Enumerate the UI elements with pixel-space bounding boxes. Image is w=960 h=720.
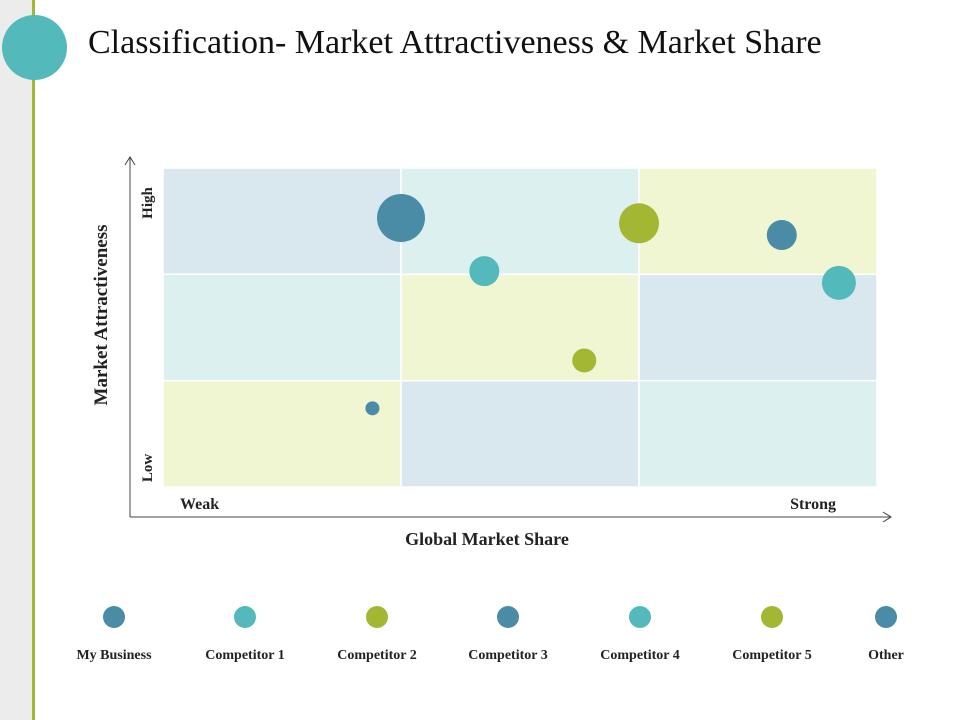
legend-item: Competitor 5 — [707, 600, 837, 664]
y-axis-label: Market Attractiveness — [91, 225, 112, 406]
grid-cell — [638, 167, 878, 276]
legend-label: Competitor 5 — [732, 648, 812, 663]
legend-label: Competitor 1 — [205, 648, 285, 663]
decorative-circle — [2, 15, 67, 80]
legend: My Business Competitor 1 Competitor 2 Compe… — [0, 600, 960, 680]
y-tick-label-high: High — [140, 187, 156, 219]
bubble-point — [766, 219, 797, 250]
grid-cell — [162, 379, 402, 488]
legend-item: My Business — [49, 600, 179, 664]
legend-dot-icon — [103, 606, 125, 628]
bubble-point — [469, 256, 500, 287]
legend-dot-icon — [761, 606, 783, 628]
legend-label: Competitor 4 — [600, 648, 680, 663]
grid-cell — [162, 167, 402, 276]
legend-dot-icon — [629, 606, 651, 628]
grid-cell — [400, 379, 640, 488]
y-tick-label-low: Low — [140, 454, 156, 483]
page-title: Classification- Market Attractiveness & … — [88, 24, 822, 61]
bubble-point — [821, 265, 856, 300]
bubble-matrix-chart: Weak Strong Low High Global Market Share… — [91, 156, 892, 549]
legend-dot-icon — [234, 606, 256, 628]
legend-dot-icon — [497, 606, 519, 628]
y-axis-arrow — [124, 156, 136, 166]
legend-label: My Business — [76, 648, 152, 663]
grid-cell — [400, 167, 640, 276]
legend-item: Competitor 1 — [180, 600, 310, 664]
grid-cell — [162, 273, 402, 382]
legend-dot-icon — [875, 606, 897, 628]
x-tick-label-weak: Weak — [180, 496, 219, 513]
side-accent-line — [32, 0, 35, 720]
bubble-point — [619, 203, 659, 244]
legend-label: Other — [868, 648, 904, 663]
grid-cell — [400, 273, 640, 382]
grid-cell — [638, 379, 878, 488]
side-panel — [0, 0, 32, 720]
legend-item: Competitor 3 — [443, 600, 573, 664]
legend-label: Competitor 3 — [468, 648, 548, 663]
legend-item: Competitor 2 — [312, 600, 442, 664]
x-axis-label: Global Market Share — [405, 529, 569, 549]
legend-item: Competitor 4 — [575, 600, 705, 664]
legend-item: Other — [821, 600, 951, 664]
bubble-point — [365, 401, 380, 416]
legend-label: Competitor 2 — [337, 648, 417, 663]
bubble-point — [572, 348, 597, 373]
x-axis-arrow — [882, 511, 892, 523]
bubble-point — [377, 193, 425, 242]
x-tick-label-strong: Strong — [790, 496, 836, 513]
legend-dot-icon — [366, 606, 388, 628]
